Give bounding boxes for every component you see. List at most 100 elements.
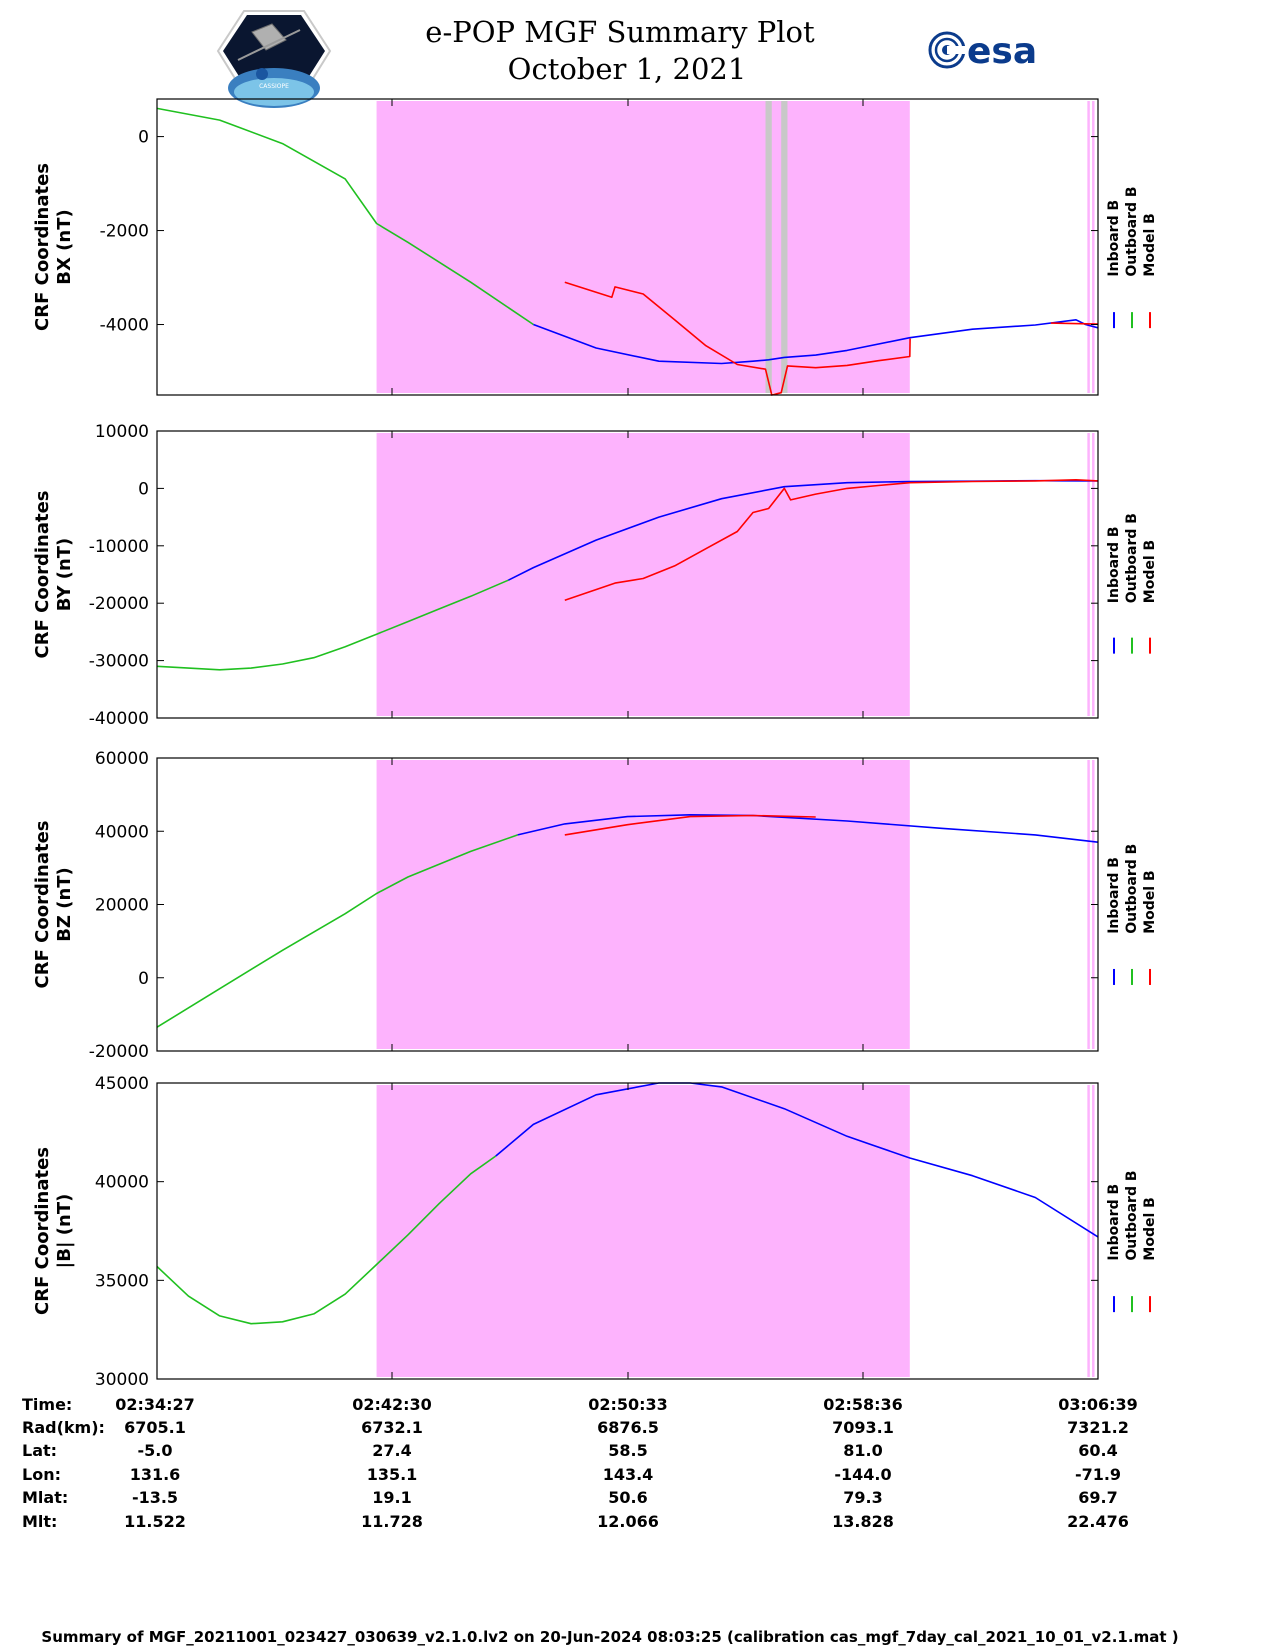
esa-logo: esa: [928, 31, 1037, 72]
ephemeris-cell: 13.828: [832, 1512, 894, 1531]
y-tick-label: 40000: [95, 822, 149, 842]
plot-date: October 1, 2021: [508, 52, 747, 86]
y-axis-label-line1: CRF Coordinates: [32, 163, 53, 331]
series-model-line: [564, 814, 816, 836]
y-tick-label: 30000: [95, 1370, 149, 1390]
y-tick-label: 60000: [95, 749, 149, 769]
ephemeris-cell: 27.4: [372, 1441, 411, 1460]
y-tick-label: -30000: [89, 652, 149, 672]
y-tick-label: -40000: [89, 709, 149, 729]
series-model-line: [564, 478, 1099, 602]
series-outboard-line: [156, 579, 509, 671]
ephemeris-cell: 11.728: [361, 1512, 423, 1531]
legend-label-outboard: Outboard B: [1124, 186, 1140, 276]
y-axis-label-line1: CRF Coordinates: [32, 821, 53, 989]
ephemeris-cell: 143.4: [603, 1465, 654, 1484]
ephemeris-cell: 02:34:27: [115, 1395, 195, 1414]
legend-label-inboard: Inboard B: [1106, 857, 1122, 934]
legend-label-inboard: Inboard B: [1106, 200, 1122, 277]
legend: Inboard B Outboard B Model B: [1106, 1170, 1158, 1313]
ephemeris-cell: 81.0: [843, 1441, 882, 1460]
series-model-line: [1050, 322, 1099, 325]
panel-bz: 60000 40000 20000 0 -20000 CRF CoordinatesBZ …: [32, 749, 1158, 1062]
y-axis-label: CRF CoordinatesBX (nT): [32, 163, 75, 331]
ephemeris-cell: 02:58:36: [823, 1395, 903, 1414]
ephemeris-cell: 131.6: [130, 1465, 181, 1484]
ephemeris-table: Time: Rad(km): Lat: Lon: Mlat: Mlt: 02:34:27 67…: [22, 1395, 1138, 1531]
ephemeris-row-label: Mlt:: [22, 1512, 57, 1531]
ephemeris-cell: 7321.2: [1067, 1418, 1129, 1437]
legend-label-inboard: Inboard B: [1106, 1184, 1122, 1261]
y-tick-label: 0: [138, 969, 149, 989]
cassiope-logo: CASSIOPE: [216, 10, 332, 108]
y-axis-label: CRF Coordinates|B| (nT): [32, 1147, 75, 1315]
panel-bmag: 45000 40000 35000 30000 CRF Coordinates|B| (…: [32, 1074, 1158, 1390]
panel-by: 10000 0 -10000 -20000 -30000 -40000 CRF Coordi…: [32, 422, 1158, 729]
ephemeris-cell: 03:06:39: [1058, 1395, 1138, 1414]
y-tick-label: 10000: [95, 422, 149, 442]
y-tick-label: 0: [138, 128, 149, 148]
y-tick-label: 20000: [95, 896, 149, 916]
ephemeris-cell: 6876.5: [597, 1418, 659, 1437]
ephemeris-cell: 19.1: [372, 1488, 411, 1507]
ephemeris-cell: 02:50:33: [588, 1395, 668, 1414]
legend-label-model: Model B: [1142, 870, 1158, 933]
legend-label-model: Model B: [1142, 213, 1158, 276]
highlight-band: [376, 433, 910, 716]
y-axis-label-line1: CRF Coordinates: [32, 491, 53, 659]
legend: Inboard B Outboard B Model B: [1106, 186, 1158, 329]
series-inboard-line: [533, 318, 1099, 365]
plot-title: e-POP MGF Summary Plot: [425, 15, 815, 49]
ephemeris-cell: 69.7: [1078, 1488, 1117, 1507]
ephemeris-cell: 6705.1: [124, 1418, 186, 1437]
ephemeris-row-label: Rad(km):: [22, 1418, 105, 1437]
ephemeris-cell: 11.522: [124, 1512, 186, 1531]
panel-bx: 0 -2000 -4000 CRF CoordinatesBX (nT) Inboard…: [32, 98, 1158, 396]
highlight-band: [376, 101, 910, 393]
y-axis-label-line2: |B| (nT): [54, 1194, 75, 1269]
series-outboard-line: [156, 107, 534, 326]
series-model-line: [564, 281, 911, 396]
y-tick-label: -4000: [100, 316, 149, 336]
highlight-band: [376, 760, 910, 1049]
ephemeris-cell: 135.1: [367, 1465, 418, 1484]
ephemeris-row-label: Lat:: [22, 1441, 57, 1460]
legend-label-model: Model B: [1142, 540, 1158, 603]
legend-label-inboard: Inboard B: [1106, 526, 1122, 603]
legend-label-outboard: Outboard B: [1124, 1170, 1140, 1260]
y-axis-label-line2: BZ (nT): [54, 867, 75, 942]
y-tick-label: -20000: [89, 594, 149, 614]
legend-label-outboard: Outboard B: [1124, 844, 1140, 934]
ephemeris-cell: 22.476: [1067, 1512, 1129, 1531]
highlight-band: [376, 1085, 910, 1377]
ephemeris-cell: 50.6: [608, 1488, 647, 1507]
y-axis-label: CRF CoordinatesBY (nT): [32, 491, 75, 659]
y-axis-label-line2: BY (nT): [54, 538, 75, 612]
data-gap-band: [781, 101, 788, 393]
ephemeris-row-label: Time:: [22, 1395, 72, 1414]
legend: Inboard B Outboard B Model B: [1106, 513, 1158, 654]
legend-label-outboard: Outboard B: [1124, 513, 1140, 603]
ephemeris-cell: -144.0: [834, 1465, 891, 1484]
y-tick-label: -10000: [89, 537, 149, 557]
legend-label-model: Model B: [1142, 1197, 1158, 1260]
y-tick-label: 0: [138, 479, 149, 499]
y-axis-label-line2: BX (nT): [54, 209, 75, 284]
series-inboard-line: [495, 1082, 1099, 1238]
ephemeris-cell: 12.066: [597, 1512, 659, 1531]
ephemeris-cell: -71.9: [1075, 1465, 1121, 1484]
ephemeris-cell: 02:42:30: [352, 1395, 432, 1414]
y-tick-label: 40000: [95, 1173, 149, 1193]
ephemeris-cell: 7093.1: [832, 1418, 894, 1437]
ephemeris-cell: 79.3: [843, 1488, 882, 1507]
data-gap-band: [765, 101, 772, 393]
y-tick-label: -2000: [100, 222, 149, 242]
footer-caption: Summary of MGF_20211001_023427_030639_v2…: [41, 1628, 1178, 1646]
ephemeris-cell: -5.0: [138, 1441, 173, 1460]
y-tick-label: 45000: [95, 1074, 149, 1094]
cassiope-logo-text: CASSIOPE: [259, 83, 289, 90]
y-tick-label: 35000: [95, 1271, 149, 1291]
esa-logo-text: esa: [967, 31, 1037, 72]
